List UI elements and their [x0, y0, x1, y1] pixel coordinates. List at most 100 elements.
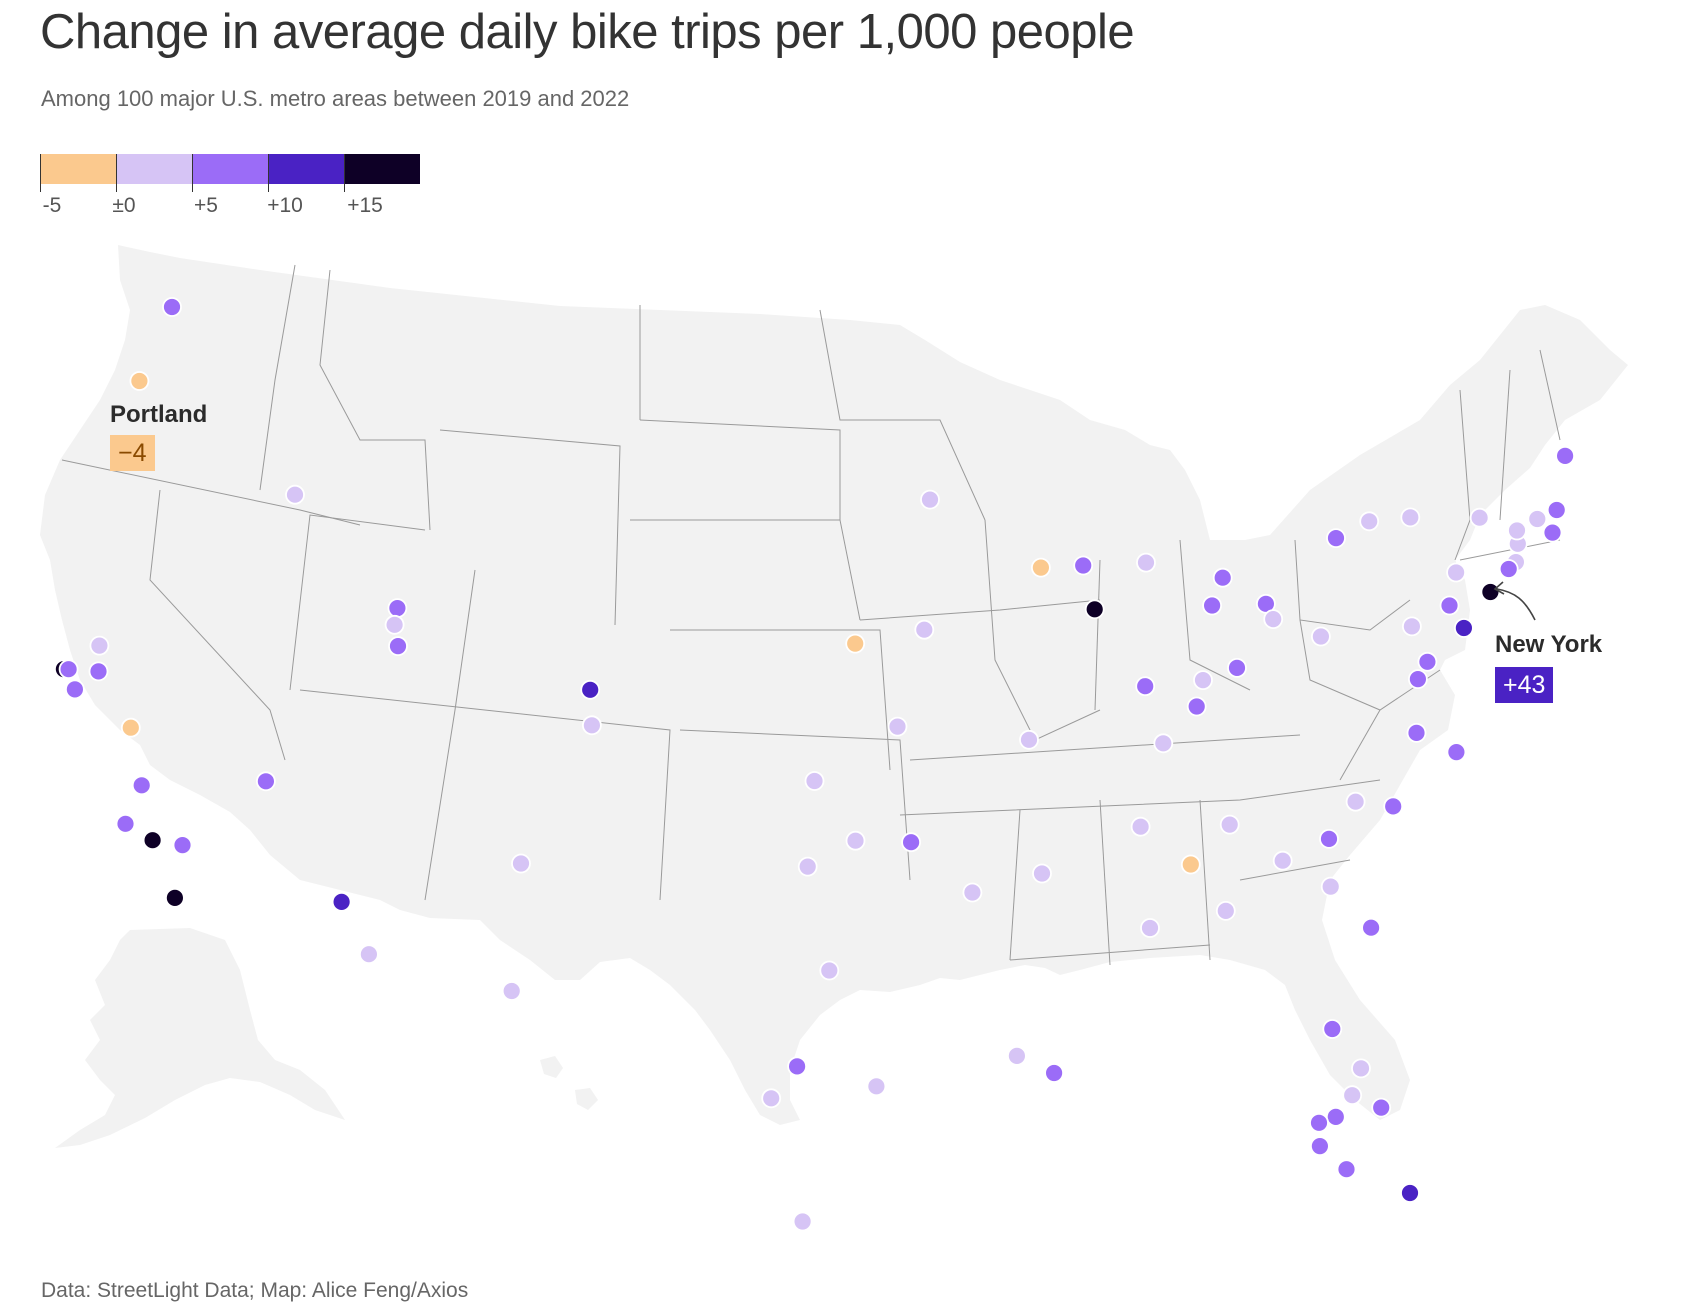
state-border — [1009, 809, 1021, 961]
metro-dot — [1406, 722, 1427, 743]
state-border — [424, 569, 476, 901]
state-border — [1179, 539, 1251, 691]
metro-dot — [1263, 609, 1284, 630]
metro-dot — [1309, 1112, 1329, 1133]
metro-dot — [1136, 552, 1156, 573]
metro-dot — [962, 882, 983, 903]
legend-tick — [192, 154, 193, 192]
alaska-outline — [55, 928, 345, 1148]
legend-tick-label: -5 — [42, 194, 62, 217]
metro-dot — [1361, 917, 1381, 938]
state-border — [1499, 369, 1511, 521]
metro-dot — [1007, 1046, 1027, 1066]
chart-title: Change in average daily bike trips per 1… — [40, 5, 1135, 59]
metro-dot — [1408, 669, 1428, 690]
metro-dot — [172, 835, 193, 855]
metro-dot — [1400, 1183, 1420, 1203]
callout-new-york-value: +43 — [1495, 667, 1554, 703]
metro-dot — [1555, 445, 1575, 466]
metro-dot — [1359, 511, 1380, 532]
state-border — [1099, 799, 1111, 966]
metro-dot — [1446, 742, 1467, 762]
legend-swatch-negative — [40, 154, 116, 184]
metro-dot — [1130, 816, 1151, 837]
metro-dots — [54, 297, 1575, 1232]
metro-dot — [761, 1088, 782, 1109]
callout-new-york-name: New York — [1495, 631, 1603, 658]
hawaii-outline — [540, 1056, 598, 1110]
metro-dot — [1326, 528, 1346, 549]
metro-dot — [1383, 796, 1404, 817]
metro-dot — [792, 1211, 813, 1232]
metro-dot — [1084, 599, 1105, 620]
metro-dot — [1402, 616, 1422, 637]
metro-dot — [1371, 1097, 1392, 1118]
metro-dot — [1272, 850, 1293, 871]
state-border — [1199, 799, 1211, 961]
metro-dot — [845, 830, 866, 851]
legend-swatch-small-gain — [116, 154, 192, 184]
metro-dot — [331, 892, 352, 912]
metro-dot — [115, 813, 136, 834]
metro-dot — [1351, 1058, 1371, 1079]
state-border — [259, 264, 296, 491]
metro-dot — [787, 1056, 807, 1077]
metro-dot — [845, 633, 866, 654]
metro-dot — [1202, 595, 1222, 616]
metro-dot — [1227, 657, 1247, 678]
metro-dot — [511, 853, 531, 874]
metro-dot — [1400, 507, 1421, 528]
callout-portland-value: −4 — [110, 435, 155, 471]
metro-dot — [1480, 582, 1501, 602]
callout-arrowhead — [1493, 581, 1505, 595]
legend-tick-label: +5 — [194, 194, 218, 217]
metro-dot — [1140, 918, 1160, 938]
metro-dot — [1319, 829, 1339, 849]
state-border — [1539, 349, 1561, 441]
metro-dot — [164, 888, 185, 908]
metro-dot — [866, 1076, 887, 1097]
metro-dot — [1542, 522, 1563, 543]
metro-dot — [1212, 567, 1233, 588]
metro-dot — [142, 830, 163, 851]
callout-portland-name: Portland — [110, 401, 208, 428]
legend-tick-label: ±0 — [112, 194, 136, 217]
metro-dot — [901, 832, 921, 853]
metro-dot — [1032, 863, 1052, 884]
metro-dot — [501, 981, 522, 1001]
state-border — [1339, 709, 1381, 781]
metro-dot — [1325, 1107, 1346, 1127]
metro-dot — [358, 944, 379, 965]
metro-dot — [580, 679, 601, 700]
metro-dot — [1454, 618, 1474, 638]
metro-dot — [819, 960, 840, 981]
metro-dot — [582, 715, 602, 736]
metro-dot — [1342, 1085, 1363, 1106]
contiguous-us-landmass — [40, 245, 1628, 1125]
legend-tick — [344, 154, 345, 192]
metro-dot — [1135, 676, 1156, 697]
us-metro-map — [0, 240, 1698, 1240]
chart-subtitle: Among 100 major U.S. metro areas between… — [41, 86, 630, 111]
metro-dot — [1180, 854, 1201, 875]
metro-dot — [1153, 733, 1174, 754]
metro-dot — [1527, 509, 1548, 529]
metro-dot — [914, 619, 935, 640]
metro-dot — [89, 635, 110, 656]
state-border — [1299, 619, 1441, 711]
metro-dot — [131, 775, 152, 796]
metro-dot — [1469, 507, 1490, 528]
state-border — [439, 429, 621, 626]
metro-dot — [388, 636, 408, 657]
metro-dot — [1044, 1063, 1064, 1083]
state-border — [149, 489, 286, 761]
legend-tick — [40, 154, 41, 192]
metro-dot — [1446, 562, 1466, 583]
metro-dot — [65, 679, 85, 700]
metro-dot — [285, 484, 305, 505]
metro-dot — [387, 598, 408, 619]
metro-dot — [1507, 520, 1527, 541]
us-map-svg — [40, 245, 1628, 1232]
metro-dot — [804, 771, 825, 791]
metro-dot — [1345, 791, 1366, 812]
